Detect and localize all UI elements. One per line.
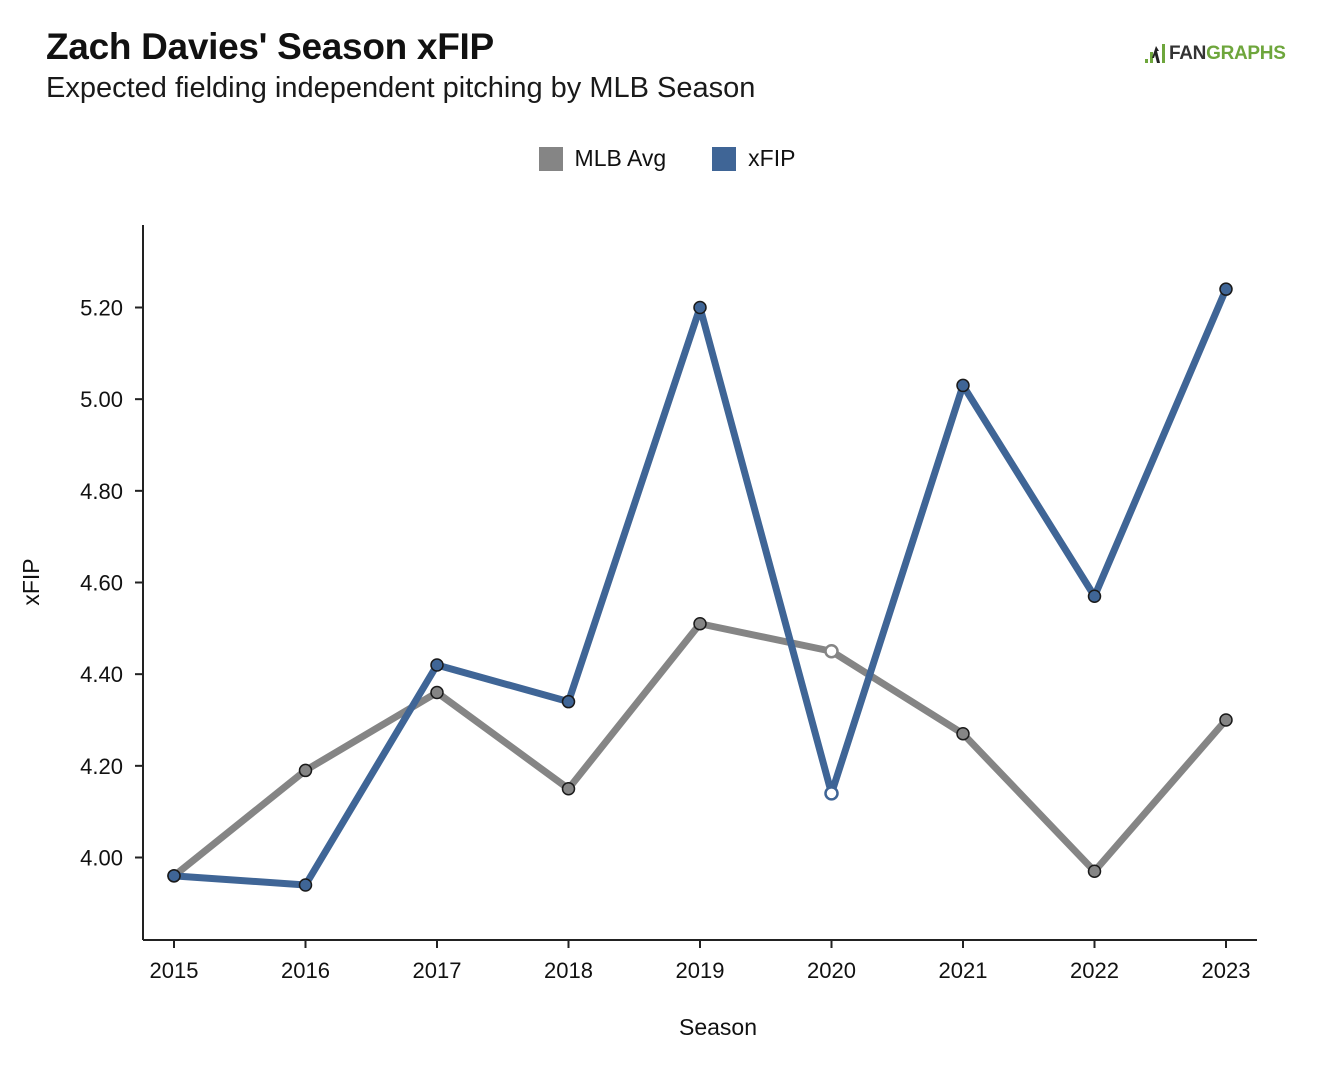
legend-item-mlb-avg[interactable]: MLB Avg — [538, 145, 667, 172]
y-tick-label: 4.80 — [80, 479, 123, 504]
chart-title: Zach Davies' Season xFIP — [46, 26, 494, 67]
y-tick-label: 4.00 — [80, 846, 123, 871]
data-point-mlb-avg[interactable] — [824, 644, 839, 659]
chart-labels: 4.00 4.20 4.40 4.60 4.80 5.00 5.20 2015 2016 2017… — [18, 296, 1250, 1041]
y-tick-label: 4.40 — [80, 662, 123, 687]
logo-text-fan: FAN — [1169, 43, 1207, 64]
legend-label-mlb-avg: MLB Avg — [574, 145, 667, 171]
y-tick-label: 4.60 — [80, 571, 123, 596]
x-tick-label: 2019 — [676, 958, 725, 983]
x-tick-label: 2020 — [807, 958, 856, 983]
data-point-xfip[interactable] — [561, 694, 576, 709]
x-tick-label: 2022 — [1070, 958, 1119, 983]
data-point-xfip[interactable] — [298, 878, 313, 892]
chart-subtitle: Expected fielding independent pitching b… — [46, 72, 756, 104]
data-point-mlb-avg[interactable] — [561, 782, 576, 796]
series-line-xfip — [170, 285, 1230, 889]
fangraphs-logo: FAN GRAPHS — [1144, 40, 1286, 68]
data-point-xfip[interactable] — [1219, 282, 1233, 296]
legend-label-xfip: xFIP — [748, 145, 796, 171]
x-tick-label: 2017 — [413, 958, 462, 983]
data-point-xfip[interactable] — [1087, 589, 1102, 603]
data-point-xfip[interactable] — [430, 658, 444, 672]
data-point-xfip[interactable] — [956, 378, 970, 393]
y-tick-label: 4.20 — [80, 754, 123, 779]
chart-axes — [135, 225, 1257, 948]
logo-text-graphs: GRAPHS — [1206, 43, 1286, 64]
data-point-mlb-avg[interactable] — [693, 617, 707, 631]
x-tick-label: 2018 — [544, 958, 593, 983]
y-axis-title: xFIP — [18, 558, 44, 605]
data-point-xfip[interactable] — [693, 300, 707, 315]
data-point-mlb-avg[interactable] — [956, 727, 970, 741]
legend-item-xfip[interactable]: xFIP — [712, 145, 795, 172]
legend-swatch-xfip — [712, 146, 737, 171]
x-tick-label: 2016 — [281, 958, 330, 983]
x-axis-title: Season — [679, 1014, 757, 1040]
legend-swatch-mlb-avg — [538, 146, 563, 171]
fangraphs-logo-icon — [1145, 44, 1165, 63]
y-tick-label: 5.00 — [80, 387, 123, 412]
data-point-xfip[interactable] — [824, 786, 839, 801]
data-point-xfip[interactable] — [167, 869, 181, 883]
data-point-mlb-avg[interactable] — [298, 763, 313, 778]
x-tick-label: 2021 — [939, 958, 988, 983]
chart-legend: MLB Avg xFIP — [0, 145, 1334, 172]
data-point-mlb-avg[interactable] — [430, 685, 444, 700]
x-tick-label: 2015 — [150, 958, 199, 983]
chart-series — [167, 282, 1233, 892]
y-tick-label: 5.20 — [80, 296, 123, 321]
data-point-mlb-avg[interactable] — [1087, 864, 1102, 878]
x-tick-label: 2023 — [1202, 958, 1251, 983]
data-point-mlb-avg[interactable] — [1219, 713, 1233, 727]
